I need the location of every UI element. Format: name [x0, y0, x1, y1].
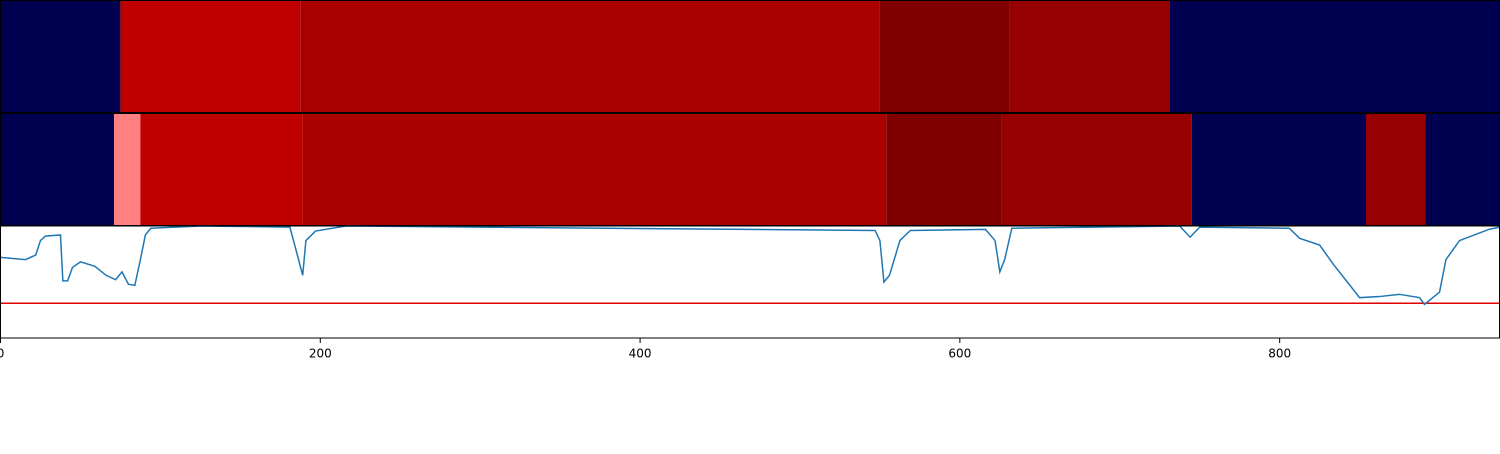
segment [886, 113, 1002, 226]
segment [114, 113, 141, 226]
segment [1009, 0, 1170, 113]
segment [0, 0, 121, 113]
panel-frame [0, 225, 1500, 339]
segment [1365, 113, 1426, 226]
x-tick-label: 0 [0, 347, 4, 361]
segment [879, 0, 1010, 113]
x-tick-label: 600 [948, 347, 971, 361]
segment [1001, 113, 1192, 226]
segment [302, 113, 887, 226]
x-tick-label: 200 [309, 347, 332, 361]
segment [1191, 113, 1366, 226]
segment [140, 113, 303, 226]
segment [300, 0, 880, 113]
segment [0, 113, 115, 226]
segment [1425, 113, 1500, 226]
x-tick-label: 800 [1268, 347, 1291, 361]
segment [1169, 0, 1500, 113]
segment [120, 0, 301, 113]
x-tick-label: 400 [629, 347, 652, 361]
line [0, 225, 1500, 306]
